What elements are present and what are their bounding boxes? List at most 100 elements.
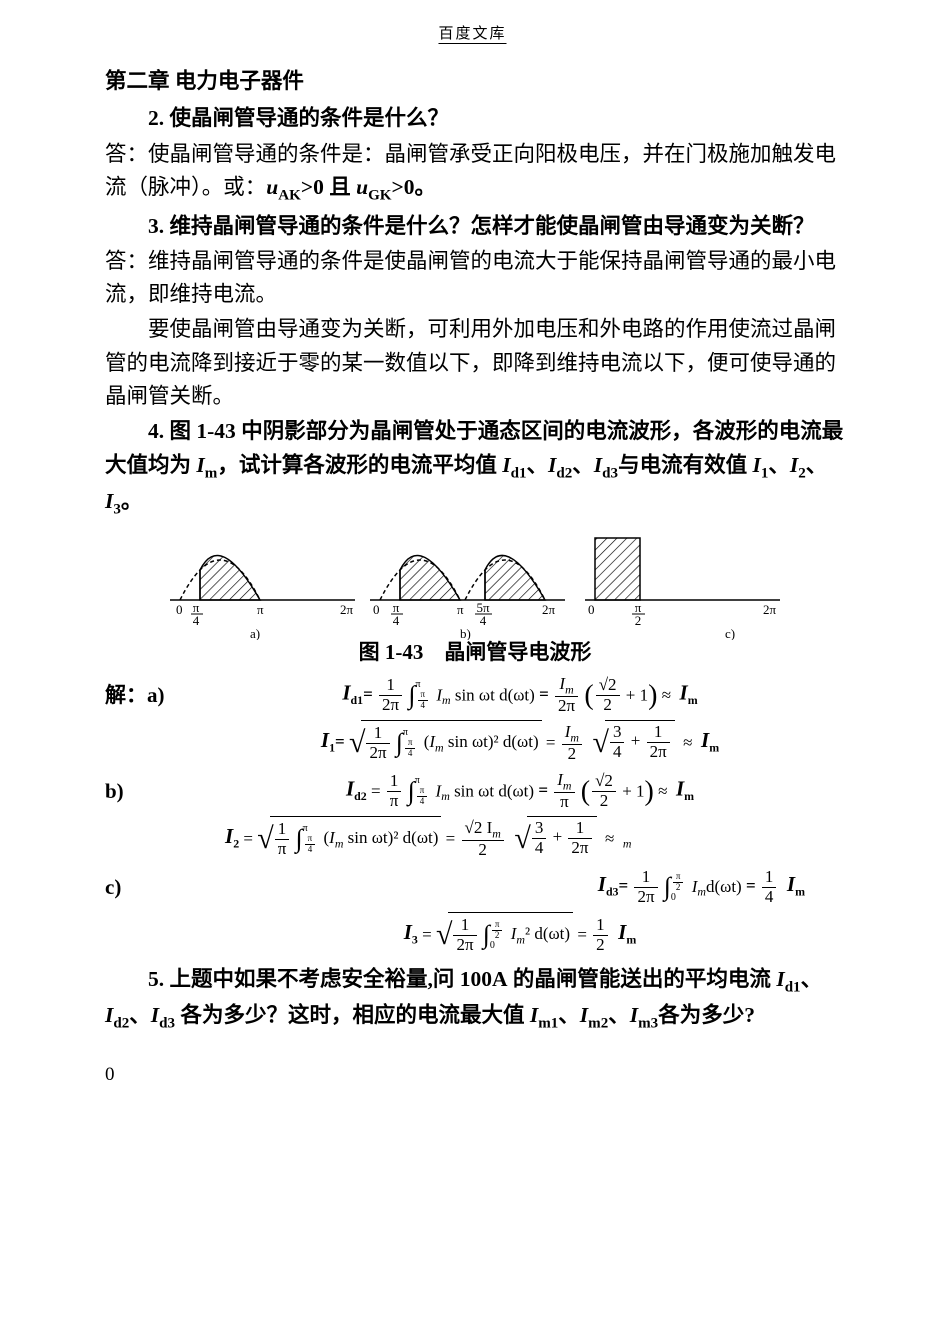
q5Id3: I <box>151 1003 159 1027</box>
q4-Id1-sub: d1 <box>511 465 527 481</box>
q4-I3-sub: 3 <box>113 502 121 518</box>
a2-uak-sub: AK <box>278 187 301 203</box>
q3-text: 维持晶闸管导通的条件是什么？怎样才能使晶闸管由导通变为关断？ <box>170 214 815 238</box>
a2-ugk-sub: GK <box>368 187 391 203</box>
q5-qm: ? <box>744 1003 755 1027</box>
q5s3: 、 <box>558 1003 580 1027</box>
eq-Id3-expr: Id3= 12π ∫π20 Imd(ωt) = 14 Im <box>195 867 845 907</box>
lo6: 0 <box>490 941 505 951</box>
f16n: 1 <box>593 916 608 936</box>
f13n: 1 <box>634 868 657 888</box>
intg3: sin ωt d(ωt) <box>454 781 534 800</box>
Id1-sym: I <box>342 680 350 704</box>
Im5s: m <box>697 885 706 899</box>
part-b: b) <box>105 779 124 803</box>
Im3r: I <box>676 776 684 800</box>
q4-sep1: 、 <box>526 453 548 477</box>
q4-sep4: 、 <box>806 453 828 477</box>
I1s: I <box>321 728 329 752</box>
I3s: I <box>404 920 412 944</box>
Im5rs: m <box>795 885 805 899</box>
lo2b: 4 <box>405 749 416 759</box>
f16d: 2 <box>593 936 608 955</box>
f12d: 2π <box>568 839 591 858</box>
eq-I2-expr: I2 = √ 1π ∫ππ4 (Im sin ωt)² d(ωt) = √2 I… <box>195 816 845 863</box>
axis-pi-b: π <box>457 602 464 617</box>
waveform-svg: 0 π 4 π 2π a) 0 π 4 π <box>165 530 785 640</box>
source-header: 百度文库 <box>0 0 945 45</box>
fig-label-a: a) <box>250 626 260 640</box>
pl4: + <box>548 827 566 846</box>
question-3: 3. 维持晶闸管导通的条件是什么？怎样才能使晶闸管由导通变为关断？ <box>105 210 845 243</box>
f9d: π <box>275 840 290 859</box>
f3d: 2π <box>366 744 389 763</box>
f1d: 2π <box>379 696 402 715</box>
eq-I1-expr: I1= √ 12π ∫ππ4 (Im sin ωt)² d(ωt) = Im2 … <box>195 720 845 767</box>
axis-0-c: 0 <box>588 602 595 617</box>
Id3s: I <box>598 872 606 896</box>
q4-Id2-sub: d2 <box>556 465 572 481</box>
f14d: 4 <box>762 888 777 907</box>
Im2is: m <box>435 741 444 755</box>
f6d: 2π <box>647 743 670 762</box>
f1n: 1 <box>379 676 402 696</box>
q5Im1s: m1 <box>538 1015 558 1031</box>
f9n: 1 <box>275 820 290 840</box>
intg4: sin ωt)² d(ωt) <box>348 828 439 847</box>
eqs3b: = <box>538 780 548 799</box>
answer-2: 答：使晶闸管导通的条件是：晶闸管承受正向阳极电压，并在门极施加触发电流（脉冲）。… <box>105 138 845 208</box>
axis-0-a: 0 <box>176 602 183 617</box>
q4-I2: I <box>790 453 798 477</box>
f7d: π <box>387 792 402 811</box>
r2d: 2 <box>596 696 620 715</box>
part-a: a) <box>147 683 165 707</box>
q4-sep2: 、 <box>572 453 594 477</box>
chapter-title: 第二章 电力电子器件 <box>105 65 845 98</box>
axis-2pi-c: 2π <box>763 602 777 617</box>
question-5: 5. 上题中如果不考虑安全裕量,问 100A 的晶闸管能送出的平均电流 Id1、… <box>105 963 845 1036</box>
f10ns: m <box>492 826 501 840</box>
q2-num: 2. <box>148 106 164 130</box>
eqs4b: = <box>446 829 456 848</box>
q4-Id3: I <box>594 453 602 477</box>
a2-and: 且 <box>324 175 356 199</box>
f13d: 2π <box>634 888 657 907</box>
I2sb: 2 <box>233 837 239 851</box>
p3: + 1 <box>618 781 645 800</box>
Im6s: m <box>516 933 525 947</box>
page-content: 第二章 电力电子器件 2. 使晶闸管导通的条件是什么？ 答：使晶闸管导通的条件是… <box>0 45 945 1131</box>
q5-t4: 各为多少 <box>658 1003 744 1027</box>
r2n: √2 <box>596 676 620 696</box>
eqs2: = <box>335 732 345 751</box>
axis-5pi4-b: 4 <box>480 613 487 628</box>
axis-pi2-c-b: 2 <box>635 613 642 628</box>
eqs5b: = <box>746 876 756 895</box>
eq-Id2-expr: Id2 = 1π ∫ππ4 Im sin ωt d(ωt) = Imπ (√22… <box>195 770 845 813</box>
Id3sb: d3 <box>606 885 619 899</box>
a3-prefix: 答： <box>105 249 148 273</box>
eqs3: = <box>371 781 381 800</box>
f10n: √2 I <box>465 818 493 837</box>
f12n: 1 <box>568 819 591 839</box>
axis-2pi-a: 2π <box>340 602 354 617</box>
intg6: ² d(ωt) <box>525 924 570 943</box>
axis-0-b: 0 <box>373 602 380 617</box>
fig-cap-num: 图 1-43 <box>359 640 424 664</box>
q5Im2: I <box>580 1003 588 1027</box>
sol-a-label: 解：a) <box>105 679 195 712</box>
m4r: m <box>623 837 632 851</box>
q5Id1: I <box>776 967 784 991</box>
f8ns: m <box>563 778 572 792</box>
ap2: ≈ <box>683 733 692 752</box>
q4-mid2: ，试计算各波形的电流平均值 <box>217 453 502 477</box>
Im1r: I <box>680 680 688 704</box>
pl2: + <box>626 731 644 750</box>
q5s1: 、 <box>801 967 823 991</box>
q4-I1: I <box>752 453 760 477</box>
a2-period: 。 <box>415 175 437 199</box>
f3n: 1 <box>366 724 389 744</box>
part-c: c) <box>105 875 121 899</box>
q4-I2-sub: 2 <box>798 465 806 481</box>
f6n: 1 <box>647 723 670 743</box>
sol-label-text: 解： <box>105 683 147 707</box>
